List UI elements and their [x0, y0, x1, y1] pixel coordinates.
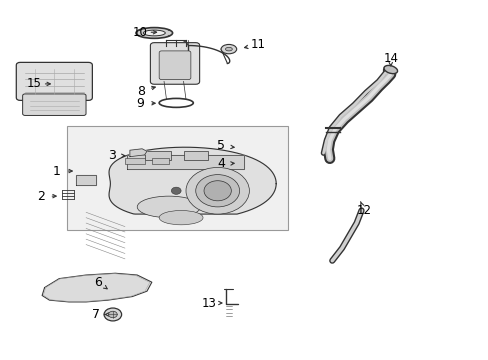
Text: 6: 6 — [94, 276, 102, 289]
FancyBboxPatch shape — [159, 51, 190, 80]
Text: 14: 14 — [383, 51, 397, 64]
Polygon shape — [42, 273, 152, 302]
Text: 8: 8 — [136, 85, 144, 98]
FancyBboxPatch shape — [22, 94, 86, 116]
Bar — [183, 151, 207, 160]
Circle shape — [108, 311, 117, 318]
Circle shape — [203, 181, 231, 201]
Text: 2: 2 — [37, 190, 44, 203]
Ellipse shape — [159, 211, 203, 225]
Bar — [66, 126, 288, 230]
Ellipse shape — [383, 66, 397, 74]
Circle shape — [195, 175, 239, 207]
Circle shape — [171, 187, 181, 194]
FancyBboxPatch shape — [16, 62, 92, 100]
Polygon shape — [109, 147, 276, 214]
Text: 9: 9 — [137, 97, 144, 110]
Bar — [152, 158, 168, 164]
Ellipse shape — [221, 44, 236, 54]
Text: 3: 3 — [108, 149, 116, 162]
Text: 7: 7 — [92, 308, 100, 321]
Text: 1: 1 — [53, 165, 61, 177]
Polygon shape — [130, 149, 147, 157]
Text: 12: 12 — [356, 204, 371, 217]
Polygon shape — [127, 155, 244, 169]
Ellipse shape — [136, 28, 172, 39]
Circle shape — [185, 167, 249, 214]
Ellipse shape — [225, 47, 232, 51]
Text: 10: 10 — [132, 26, 147, 39]
Ellipse shape — [137, 196, 200, 218]
Ellipse shape — [143, 30, 165, 36]
Polygon shape — [76, 175, 96, 185]
Text: 4: 4 — [217, 157, 224, 170]
FancyBboxPatch shape — [150, 42, 199, 84]
Text: 13: 13 — [201, 297, 216, 310]
Text: 11: 11 — [250, 38, 265, 51]
Text: 15: 15 — [26, 77, 41, 90]
Text: 5: 5 — [217, 139, 224, 152]
Circle shape — [104, 308, 122, 321]
Bar — [125, 158, 144, 164]
Bar — [144, 151, 171, 160]
